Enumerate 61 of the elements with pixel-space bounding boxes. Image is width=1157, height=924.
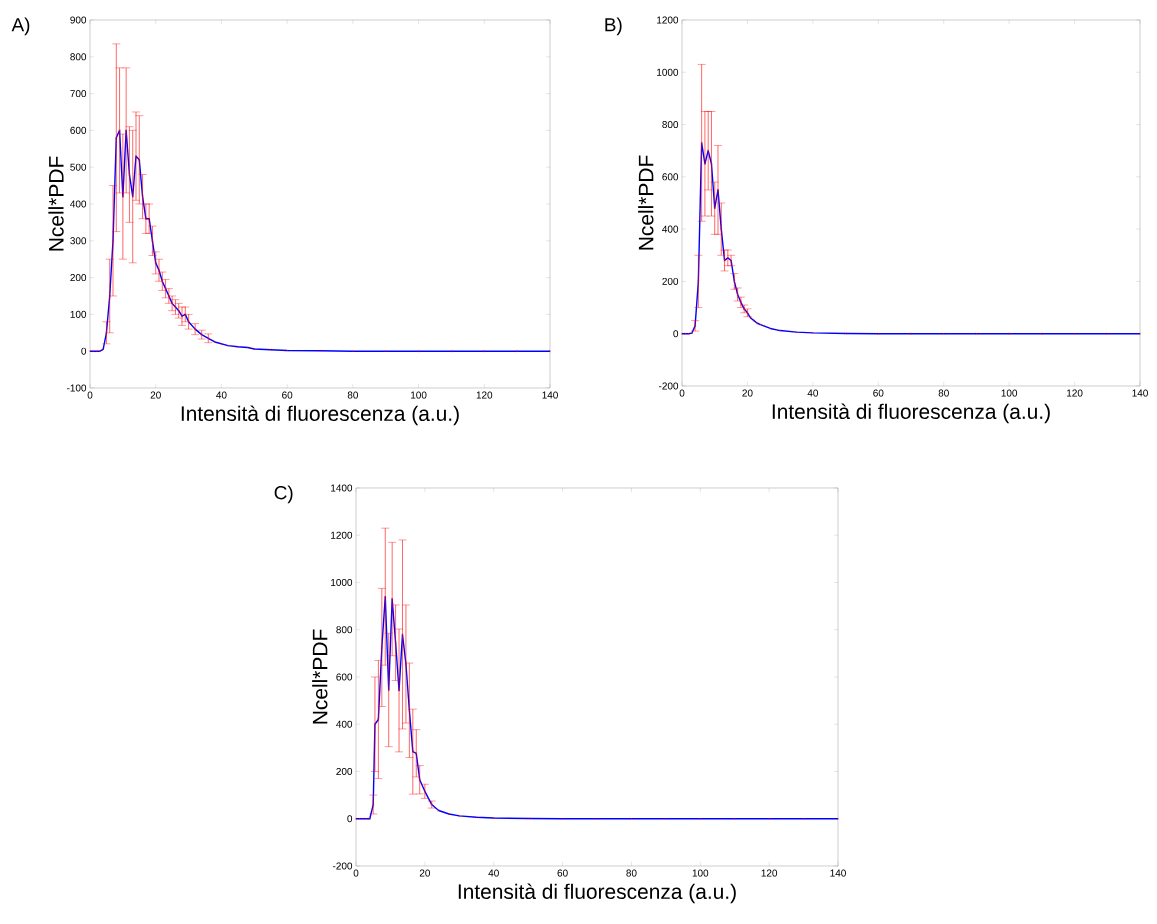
y-tick-label: 200 (70, 274, 87, 282)
y-tick-label: -200 (332, 862, 353, 870)
y-tick-label: 600 (662, 173, 679, 181)
x-tick-label: 0 (353, 869, 359, 877)
x-tick-label: 120 (761, 869, 778, 877)
y-tick-label: 700 (70, 90, 87, 98)
y-tick-label: 1200 (657, 16, 679, 24)
y-tick-label: 800 (70, 53, 87, 61)
y-tick-label: 500 (70, 163, 87, 171)
x-tick-label: 0 (679, 389, 685, 397)
x-tick-label: 100 (692, 869, 709, 877)
chart-title: A) (11, 17, 30, 36)
x-tick-label: 20 (419, 869, 431, 877)
x-tick-label: 60 (873, 389, 884, 397)
y-tick-label: 300 (70, 237, 87, 245)
x-tick-label: 60 (557, 869, 568, 877)
chart-title: B) (605, 17, 622, 36)
x-axis-title: Intensità di fluorescenza (a.u.) (772, 403, 1050, 424)
x-axis-title: Intensità di fluorescenza (a.u.) (181, 405, 459, 426)
x-tick-label: 20 (742, 389, 753, 397)
y-tick-label: 200 (336, 767, 353, 776)
x-tick-label: 80 (626, 869, 637, 877)
y-axis-title: Ncell*PDF (312, 629, 328, 724)
y-tick-label: 0 (81, 347, 87, 355)
y-tick-label: 400 (336, 720, 353, 728)
x-tick-label: 60 (282, 391, 293, 399)
y-tick-label: 800 (336, 626, 353, 634)
x-tick-label: 80 (347, 391, 359, 399)
y-tick-label: 100 (70, 310, 87, 318)
x-axis-title: Intensità di fluorescenza (a.u.) (458, 883, 736, 904)
x-tick-label: 40 (488, 869, 499, 877)
y-tick-label: 200 (662, 277, 679, 285)
y-tick-label: 400 (70, 200, 87, 208)
x-tick-label: 140 (1132, 389, 1148, 397)
y-tick-label: -100 (66, 384, 87, 392)
x-tick-label: 100 (411, 391, 427, 399)
y-tick-label: 400 (662, 225, 679, 233)
x-tick-label: 40 (216, 391, 227, 399)
x-tick-label: 20 (150, 391, 161, 399)
x-tick-label: 120 (476, 391, 493, 399)
y-tick-label: 1000 (331, 578, 353, 587)
y-tick-label: 1400 (331, 484, 353, 492)
chart-title: C) (274, 485, 293, 504)
y-tick-label: 800 (662, 121, 679, 129)
y-tick-label: 0 (673, 330, 679, 338)
x-tick-label: 120 (1067, 389, 1083, 397)
y-tick-label: 600 (70, 126, 87, 134)
x-tick-label: 140 (830, 869, 846, 877)
x-tick-label: 40 (807, 389, 819, 397)
y-tick-label: -200 (658, 382, 679, 390)
y-axis-title: Ncell*PDF (638, 155, 654, 250)
y-tick-label: 1000 (657, 68, 679, 76)
y-tick-label: 0 (347, 815, 353, 823)
x-tick-label: 80 (938, 389, 949, 397)
x-tick-label: 140 (542, 391, 558, 399)
y-axis-title: Ncell*PDF (48, 156, 64, 251)
y-tick-label: 1200 (331, 531, 353, 539)
y-tick-label: 600 (336, 673, 353, 681)
x-tick-label: 100 (1001, 389, 1018, 397)
y-tick-label: 900 (70, 16, 87, 24)
x-tick-label: 0 (87, 391, 93, 399)
